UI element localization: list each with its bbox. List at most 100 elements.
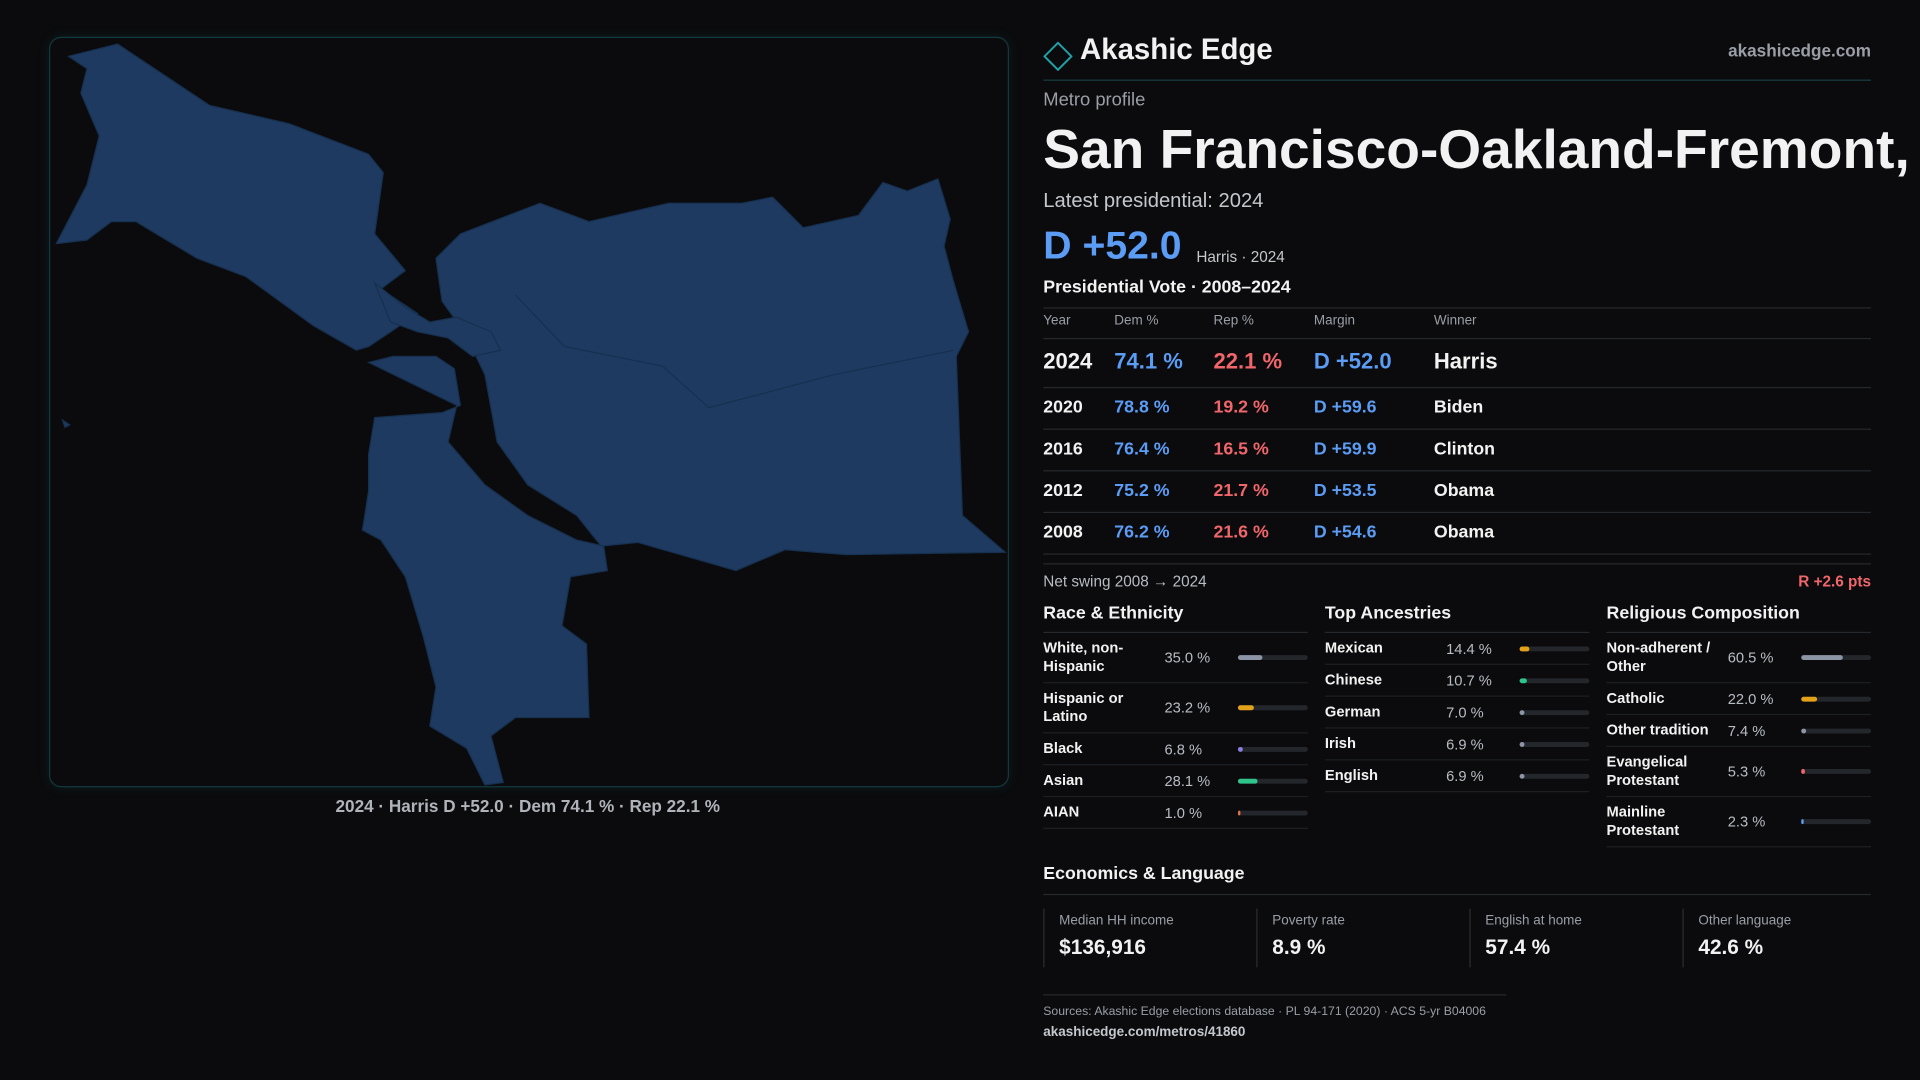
stat-label: Median HH income: [1059, 913, 1174, 929]
brand-name: Akashic Edge: [1080, 33, 1273, 67]
vote-cell: 22.1 %: [1213, 348, 1283, 374]
panel: Race & Ethnicity White, non-Hispanic 35.0 …: [1043, 601, 1308, 829]
stat-label: Other language: [1698, 913, 1792, 929]
county-shape: [373, 280, 502, 357]
vote-cell: 2008: [1043, 522, 1083, 543]
panel: Top Ancestries Mexican 14.4 % Chinese 10.7 %…: [1324, 601, 1590, 793]
bar-track: [1237, 655, 1308, 660]
divider: [1043, 337, 1872, 340]
vote-cell: 19.2 %: [1213, 397, 1269, 418]
vote-cell: Harris: [1433, 348, 1498, 374]
vote-cell: 2020: [1043, 397, 1083, 418]
vote-row: 2016 76.4 % 16.5 % D +59.9 Clinton: [1043, 440, 1871, 464]
vote-cell: 74.1 %: [1114, 348, 1183, 374]
swing-value: R +2.6 pts: [1798, 573, 1872, 591]
panel-title: Race & Ethnicity: [1043, 601, 1308, 634]
row-value: 28.1 %: [1164, 772, 1211, 790]
vote-row: 2020 78.8 % 19.2 % D +59.6 Biden: [1043, 398, 1871, 422]
vote-cell: 21.6 %: [1213, 522, 1269, 543]
island: [61, 418, 72, 429]
panel-row: Non-adherent / Other 60.5 %: [1606, 633, 1872, 684]
vote-cell: 2024: [1043, 348, 1093, 374]
bar: [1801, 696, 1817, 702]
swing-label: Net swing 2008 → 2024: [1043, 573, 1207, 591]
row-label: German: [1324, 702, 1381, 720]
row-label: Evangelical Protestant: [1606, 753, 1688, 789]
row-label: Asian: [1043, 771, 1084, 789]
latest-margin: D +52.0: [1043, 222, 1182, 267]
bar: [1237, 778, 1258, 784]
row-label: Irish: [1324, 734, 1356, 752]
votes-title: Presidential Vote · 2008–2024: [1043, 277, 1291, 298]
bar: [1237, 810, 1240, 815]
row-label: Mainline Protestant: [1606, 803, 1680, 839]
bar-track: [1801, 696, 1872, 702]
vote-cell: 76.2 %: [1114, 522, 1170, 543]
panel-row: English 6.9 %: [1324, 760, 1590, 793]
divider: [1043, 307, 1872, 309]
stat-card: English at home 57.4 %: [1469, 908, 1681, 968]
row-label: Non-adherent / Other: [1606, 639, 1711, 675]
bar: [1237, 746, 1243, 752]
stat-card: Median HH income $136,916: [1043, 908, 1255, 968]
stat-label: English at home: [1485, 913, 1582, 929]
row-value: 35.0 %: [1164, 648, 1211, 667]
panel-row: Mainline Protestant 2.3 %: [1606, 797, 1872, 848]
divider: [1043, 511, 1872, 514]
vote-row: 2024 74.1 % 22.1 % D +52.0 Harris: [1043, 349, 1871, 373]
bar-track: [1801, 768, 1872, 774]
row-label: Other tradition: [1606, 721, 1709, 739]
vote-row: 2012 75.2 % 21.7 % D +53.5 Obama: [1043, 481, 1871, 505]
latest-label: Latest presidential: 2024: [1043, 189, 1264, 212]
row-value: 6.9 %: [1446, 767, 1484, 785]
vote-cell: Obama: [1433, 481, 1495, 501]
bar-track: [1237, 705, 1308, 711]
bar-track: [1801, 819, 1872, 825]
column-header: Dem %: [1114, 313, 1159, 329]
row-value: 5.3 %: [1727, 762, 1766, 780]
stat-label: Poverty rate: [1272, 913, 1345, 929]
county-shape: [435, 177, 1007, 572]
row-value: 2.3 %: [1727, 813, 1766, 831]
stat-value: $136,916: [1059, 935, 1147, 959]
stat-value: 42.6 %: [1698, 935, 1764, 959]
row-label: AIAN: [1043, 803, 1080, 821]
column-header: Rep %: [1213, 313, 1254, 329]
bar: [1519, 645, 1530, 651]
map-caption: 2024 · Harris D +52.0 · Dem 74.1 % · Rep…: [335, 795, 720, 816]
divider: [1043, 893, 1872, 896]
divider: [1043, 470, 1872, 472]
vote-cell: Clinton: [1433, 439, 1496, 460]
vote-cell: Obama: [1433, 522, 1495, 543]
row-value: 14.4 %: [1446, 639, 1492, 657]
vote-cell: 76.4 %: [1114, 439, 1170, 460]
row-label: Chinese: [1324, 671, 1383, 689]
bar: [1801, 768, 1805, 774]
row-value: 23.2 %: [1164, 699, 1211, 717]
sources: Sources: Akashic Edge elections database…: [1043, 1005, 1486, 1019]
panel-title: Top Ancestries: [1324, 601, 1590, 634]
row-value: 6.9 %: [1446, 735, 1484, 753]
site-name: akashicedge.com: [1728, 40, 1872, 60]
column-header: Year: [1043, 313, 1071, 329]
bar: [1519, 773, 1525, 779]
vote-cell: 75.2 %: [1114, 481, 1170, 501]
vote-cell: 21.7 %: [1213, 481, 1269, 501]
bar-track: [1801, 655, 1872, 660]
stat-value: 8.9 %: [1272, 935, 1326, 959]
bar: [1801, 727, 1807, 733]
votes-header: Year Dem % Rep % Margin Winner: [1043, 313, 1871, 337]
margin-note: Harris · 2024: [1196, 248, 1285, 266]
bar-track: [1237, 746, 1308, 752]
vote-row: 2008 76.2 % 21.6 % D +54.6 Obama: [1043, 523, 1871, 547]
vote-cell: 16.5 %: [1213, 439, 1269, 460]
bar: [1237, 705, 1255, 711]
row-value: 7.0 %: [1446, 703, 1484, 721]
bar-track: [1237, 778, 1308, 784]
panel-row: AIAN 1.0 %: [1043, 797, 1308, 829]
column-header: Margin: [1313, 313, 1356, 329]
stat-value: 57.4 %: [1485, 935, 1551, 959]
divider: [1043, 79, 1872, 81]
metro-title: San Francisco-Oakland-Fremont, CA: [1043, 117, 1920, 180]
county-shape: [55, 43, 419, 351]
